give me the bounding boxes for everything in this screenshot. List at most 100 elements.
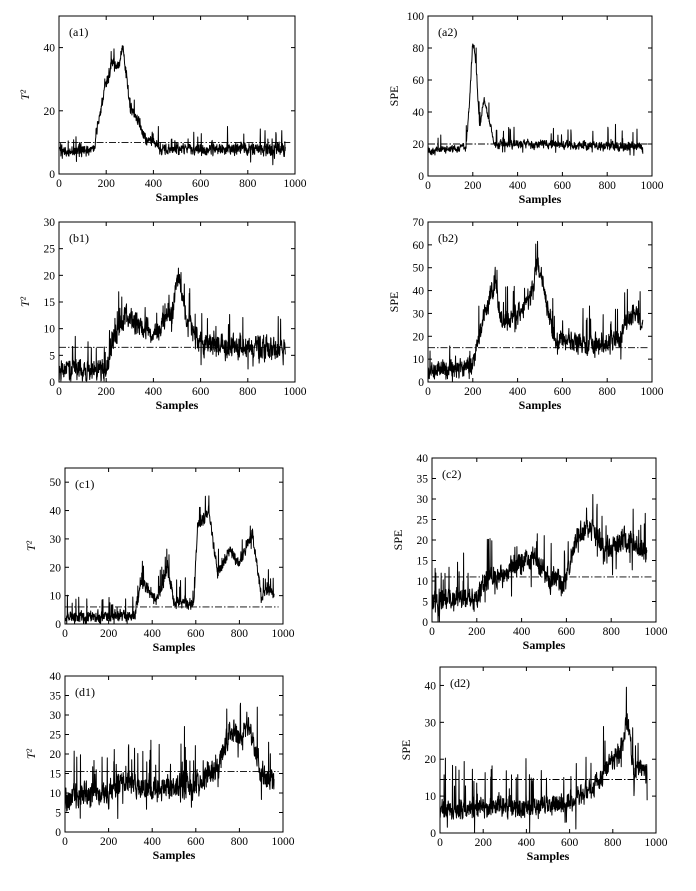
x-tick-label: 0: [62, 628, 68, 640]
x-tick-label: 400: [509, 180, 527, 192]
y-tick-label: 35: [50, 691, 62, 703]
y-tick-label: 30: [413, 308, 425, 320]
y-tick-label: 0: [49, 169, 55, 181]
y-tick-label: 10: [425, 791, 437, 803]
y-tick-label: 20: [44, 106, 56, 118]
panel-d1: 0 200 400 600 800 1000 0 5 10 15 20 25 30 35 40 Samples…: [24, 671, 295, 862]
x-tick-label: 600: [192, 178, 210, 190]
y-tick-label: 15: [44, 297, 56, 309]
x-tick-label: 400: [513, 626, 531, 638]
series-line: [431, 493, 648, 622]
y-tick-label: 10: [44, 324, 56, 336]
x-tick-label: 200: [464, 386, 482, 398]
x-axis-label: Samples: [523, 638, 566, 652]
panel-label: (a2): [438, 25, 457, 39]
y-tick-label: 20: [425, 754, 437, 766]
y-tick-label: 60: [413, 75, 425, 87]
x-tick-label: 400: [144, 836, 162, 848]
y-tick-label: 30: [417, 494, 429, 506]
x-tick-label: 1000: [641, 386, 664, 398]
series-line: [427, 43, 644, 156]
x-tick-label: 200: [100, 628, 118, 640]
x-tick-label: 200: [468, 626, 486, 638]
x-tick-label: 1000: [284, 178, 307, 190]
y-tick-label: 60: [413, 240, 425, 252]
x-tick-label: 400: [509, 386, 527, 398]
plot-frame: [64, 467, 284, 625]
y-tick-label: 35: [417, 474, 429, 486]
x-axis-label: Samples: [519, 192, 562, 206]
x-tick-label: 200: [100, 836, 118, 848]
x-tick-label: 400: [145, 178, 163, 190]
plot-frame: [64, 675, 284, 833]
y-tick-label: 0: [55, 827, 61, 839]
panel-label: (b1): [69, 231, 89, 245]
y-tick-label: 15: [417, 556, 429, 568]
y-tick-label: 40: [425, 680, 437, 692]
x-axis-label: Samples: [527, 849, 570, 863]
y-tick-label: 25: [50, 730, 62, 742]
x-tick-label: 1000: [645, 626, 668, 638]
series-line: [439, 686, 648, 833]
panel-b2: 0 200 400 600 800 1000 0 10 20 30 40 50 60 70 Samples S…: [387, 217, 664, 412]
y-tick-label: 40: [413, 107, 425, 119]
y-tick-label: 10: [413, 354, 425, 366]
plot-frame: [58, 15, 296, 175]
y-tick-label: 30: [425, 717, 437, 729]
panel-label: (a1): [69, 25, 88, 39]
x-tick-label: 600: [187, 836, 205, 848]
x-tick-label: 600: [192, 386, 210, 398]
x-tick-label: 1000: [272, 836, 295, 848]
y-tick-label: 40: [50, 506, 62, 518]
y-tick-label: 30: [44, 217, 56, 229]
panel-label: (d1): [75, 685, 95, 699]
panel-a1: 0 200 400 600 800 1000 0 20 40 Samples T² (a1): [18, 15, 307, 204]
y-axis-label: T²: [24, 748, 38, 759]
x-tick-label: 800: [239, 178, 257, 190]
x-axis-label: Samples: [156, 190, 199, 204]
y-tick-label: 40: [50, 671, 62, 683]
y-tick-label: 20: [50, 749, 62, 761]
x-axis-label: Samples: [156, 398, 199, 412]
x-tick-label: 0: [425, 180, 431, 192]
y-tick-label: 50: [413, 263, 425, 275]
x-tick-label: 1000: [641, 180, 664, 192]
series-line: [427, 240, 644, 383]
y-tick-label: 10: [417, 576, 429, 588]
x-tick-label: 800: [231, 836, 249, 848]
y-tick-label: 0: [418, 377, 424, 389]
x-tick-label: 600: [558, 626, 576, 638]
x-tick-label: 1000: [272, 628, 295, 640]
y-axis-label: SPE: [399, 740, 413, 761]
x-tick-label: 800: [604, 837, 622, 849]
x-tick-label: 600: [561, 837, 579, 849]
y-tick-label: 0: [430, 828, 436, 840]
y-tick-label: 20: [50, 562, 62, 574]
y-tick-label: 10: [50, 591, 62, 603]
y-tick-label: 20: [417, 535, 429, 547]
x-tick-label: 600: [554, 180, 572, 192]
x-tick-label: 800: [603, 626, 621, 638]
y-tick-label: 20: [413, 139, 425, 151]
panel-c1: 0 200 400 600 800 1000 0 10 20 30 40 50 Samples T² (c1…: [24, 467, 295, 654]
plot-frame: [427, 15, 653, 177]
y-tick-label: 30: [50, 710, 62, 722]
panel-label: (d2): [450, 676, 470, 690]
series-line: [64, 495, 275, 624]
y-tick-label: 40: [413, 286, 425, 298]
x-tick-label: 400: [518, 837, 536, 849]
y-tick-label: 30: [50, 534, 62, 546]
series-line: [58, 45, 286, 166]
x-tick-label: 200: [98, 386, 116, 398]
panel-c2: 0 200 400 600 800 1000 0 5 10 15 20 25 30 35 40 Samples…: [391, 453, 668, 652]
y-axis-label: SPE: [391, 530, 405, 551]
y-axis-label: SPE: [387, 292, 401, 313]
x-tick-label: 800: [231, 628, 249, 640]
y-tick-label: 20: [413, 331, 425, 343]
x-tick-label: 600: [554, 386, 572, 398]
x-tick-label: 800: [599, 180, 617, 192]
x-tick-label: 0: [425, 386, 431, 398]
y-tick-label: 70: [413, 217, 425, 229]
x-axis-label: Samples: [519, 398, 562, 412]
y-tick-label: 15: [50, 769, 62, 781]
